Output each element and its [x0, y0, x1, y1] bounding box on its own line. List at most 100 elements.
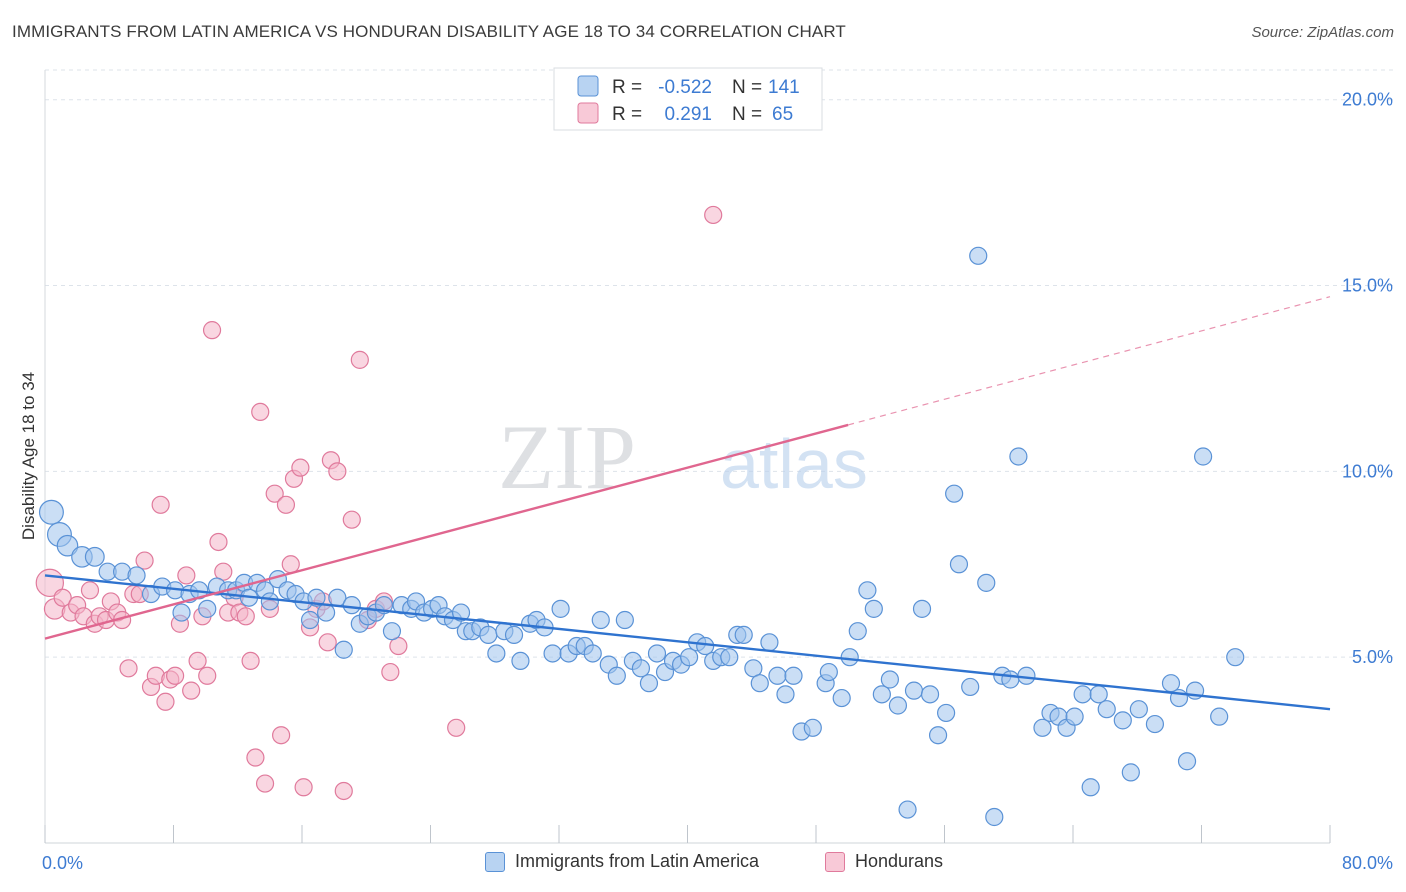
- point-latin-america: [84, 546, 105, 567]
- point-latin-america: [985, 807, 1004, 827]
- trend-layer: [44, 296, 1331, 711]
- point-latin-america: [1145, 714, 1165, 734]
- point-honduran: [255, 774, 275, 793]
- point-honduran: [272, 726, 291, 745]
- point-honduran: [135, 551, 154, 570]
- legend-label: Immigrants from Latin America: [515, 851, 760, 871]
- point-latin-america: [38, 499, 64, 525]
- point-latin-america: [928, 726, 948, 745]
- point-latin-america: [198, 599, 217, 618]
- point-latin-america: [1194, 447, 1213, 466]
- point-honduran: [276, 495, 296, 514]
- point-latin-america: [832, 688, 851, 708]
- watermark-atlas: atlas: [720, 425, 868, 503]
- point-honduran: [318, 633, 337, 652]
- point-honduran: [281, 555, 300, 574]
- point-latin-america: [56, 534, 79, 557]
- y-tick-label: 5.0%: [1352, 647, 1393, 667]
- point-honduran: [151, 495, 170, 514]
- point-honduran: [198, 666, 217, 685]
- point-honduran: [246, 748, 265, 767]
- point-latin-america: [316, 603, 336, 622]
- point-latin-america: [451, 603, 471, 622]
- point-latin-america: [840, 648, 859, 667]
- point-latin-america: [819, 662, 838, 682]
- legend-n-value: 141: [768, 77, 800, 98]
- point-latin-america: [864, 599, 883, 618]
- point-latin-america: [607, 666, 626, 685]
- point-latin-america: [920, 685, 940, 704]
- trend-line-extension: [847, 296, 1331, 426]
- point-honduran: [202, 321, 222, 340]
- point-latin-america: [696, 636, 715, 656]
- point-latin-america: [720, 648, 739, 667]
- point-latin-america: [260, 592, 279, 611]
- point-latin-america: [1017, 666, 1036, 685]
- point-latin-america: [848, 622, 867, 641]
- point-latin-america: [977, 573, 996, 592]
- legend-swatch-blue: [577, 75, 599, 97]
- point-latin-america: [631, 659, 651, 678]
- chart-title: IMMIGRANTS FROM LATIN AMERICA VS HONDURA…: [12, 22, 846, 41]
- point-honduran: [80, 581, 100, 600]
- point-latin-america: [1121, 763, 1140, 782]
- grid-layer: [45, 69, 1393, 658]
- point-latin-america: [898, 800, 917, 819]
- point-latin-america: [1009, 447, 1028, 466]
- point-latin-america: [1065, 707, 1084, 726]
- point-latin-america: [1129, 700, 1148, 719]
- point-latin-america: [1089, 685, 1108, 704]
- legend-item-hondurans: Hondurans: [825, 851, 943, 872]
- point-honduran: [177, 566, 196, 585]
- legend-item-latin-america: Immigrants from Latin America: [485, 851, 759, 872]
- point-honduran: [251, 402, 270, 422]
- watermark: ZIP atlas: [498, 406, 868, 508]
- point-honduran: [53, 588, 72, 607]
- point-latin-america: [776, 685, 795, 704]
- point-latin-america: [904, 681, 924, 700]
- point-latin-america: [504, 625, 524, 644]
- point-latin-america: [615, 610, 634, 630]
- x-tick-label: 80.0%: [1342, 853, 1393, 873]
- point-latin-america: [750, 674, 769, 693]
- point-latin-america: [1097, 700, 1116, 719]
- legend-bottom: Immigrants from Latin America Hondurans: [0, 851, 1406, 879]
- legend-r-label: R =: [612, 77, 642, 98]
- point-latin-america: [647, 644, 667, 663]
- point-honduran: [350, 350, 369, 369]
- point-honduran: [241, 651, 260, 670]
- point-latin-america: [127, 566, 146, 585]
- point-latin-america: [888, 696, 908, 715]
- point-latin-america: [172, 603, 191, 622]
- source-label: Source: ZipAtlas.com: [1251, 24, 1394, 41]
- point-latin-america: [937, 703, 956, 723]
- point-latin-america: [342, 596, 361, 615]
- point-latin-america: [1161, 674, 1181, 693]
- point-honduran: [119, 659, 138, 678]
- legend-label: Hondurans: [855, 851, 944, 871]
- watermark-zip: ZIP: [498, 406, 636, 508]
- point-latin-america: [768, 666, 787, 685]
- trend-line: [44, 574, 1331, 711]
- point-latin-america: [511, 651, 530, 670]
- y-tick-label: 15.0%: [1342, 276, 1393, 296]
- point-latin-america: [1033, 718, 1052, 737]
- point-latin-america: [300, 610, 320, 630]
- point-honduran: [188, 651, 207, 670]
- legend-r-value: -0.522: [658, 77, 712, 98]
- point-latin-america: [543, 644, 562, 663]
- point-latin-america: [680, 648, 699, 667]
- x-tick-label: 0.0%: [42, 853, 83, 873]
- legend-n-value: 65: [772, 104, 793, 125]
- point-latin-america: [1001, 670, 1020, 689]
- point-honduran: [209, 532, 228, 552]
- point-honduran: [294, 778, 313, 797]
- y-tick-label: 20.0%: [1342, 90, 1393, 110]
- point-latin-america: [961, 677, 980, 697]
- legend-r-value: 0.291: [664, 104, 712, 125]
- point-honduran: [334, 781, 353, 801]
- legend-swatch-blue: [485, 851, 505, 872]
- point-latin-america: [969, 246, 988, 265]
- legend-swatch-pink: [825, 851, 845, 872]
